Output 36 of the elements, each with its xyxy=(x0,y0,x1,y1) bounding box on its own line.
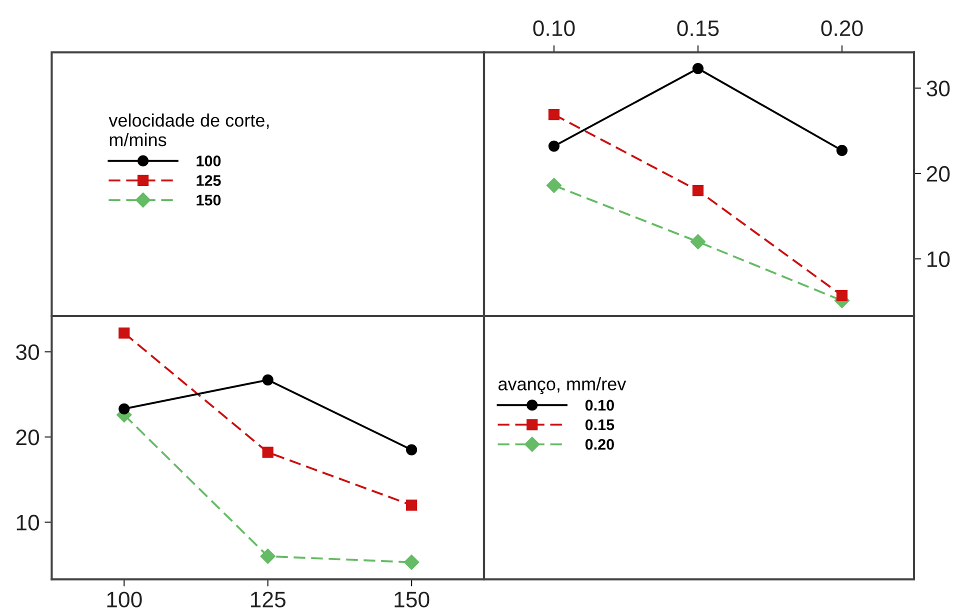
y-tick-label: 20 xyxy=(926,166,950,182)
x-tick-label: 0.20 xyxy=(821,20,863,36)
point xyxy=(406,444,418,456)
y-tick-label: 10 xyxy=(16,514,40,530)
x-tick-label: 125 xyxy=(251,592,286,608)
legend-title: velocidade de corte, m/mins xyxy=(108,114,269,146)
legend-label: 100 xyxy=(196,156,221,166)
point xyxy=(690,234,706,250)
point xyxy=(836,290,848,302)
y-tick-label: 10 xyxy=(928,251,950,268)
point xyxy=(692,62,704,74)
legend-label: 0.15 xyxy=(585,419,614,430)
point xyxy=(836,144,848,156)
x-tick-label: 0.10 xyxy=(533,20,575,36)
point xyxy=(546,178,562,193)
x-tick-label: 150 xyxy=(394,592,430,608)
y-tick-label: 30 xyxy=(926,80,950,96)
point xyxy=(404,554,420,570)
point xyxy=(262,374,274,386)
point xyxy=(548,140,560,152)
legend-label: 150 xyxy=(196,194,221,206)
y-tick-label: 20 xyxy=(16,430,40,446)
point xyxy=(118,403,130,414)
legend-label: 0.10 xyxy=(585,400,614,411)
x-tick-label: 0.15 xyxy=(677,20,719,36)
legend-label: 125 xyxy=(196,175,221,186)
legend-label: 0.20 xyxy=(585,438,614,450)
point xyxy=(406,500,418,511)
legend-title: avanço, mm/rev xyxy=(498,377,626,394)
y-tick-label: 30 xyxy=(16,344,40,360)
point xyxy=(692,184,704,196)
point xyxy=(118,327,130,339)
point xyxy=(260,548,276,564)
point xyxy=(548,109,560,120)
point xyxy=(262,446,274,458)
x-tick-label: 100 xyxy=(107,592,142,608)
